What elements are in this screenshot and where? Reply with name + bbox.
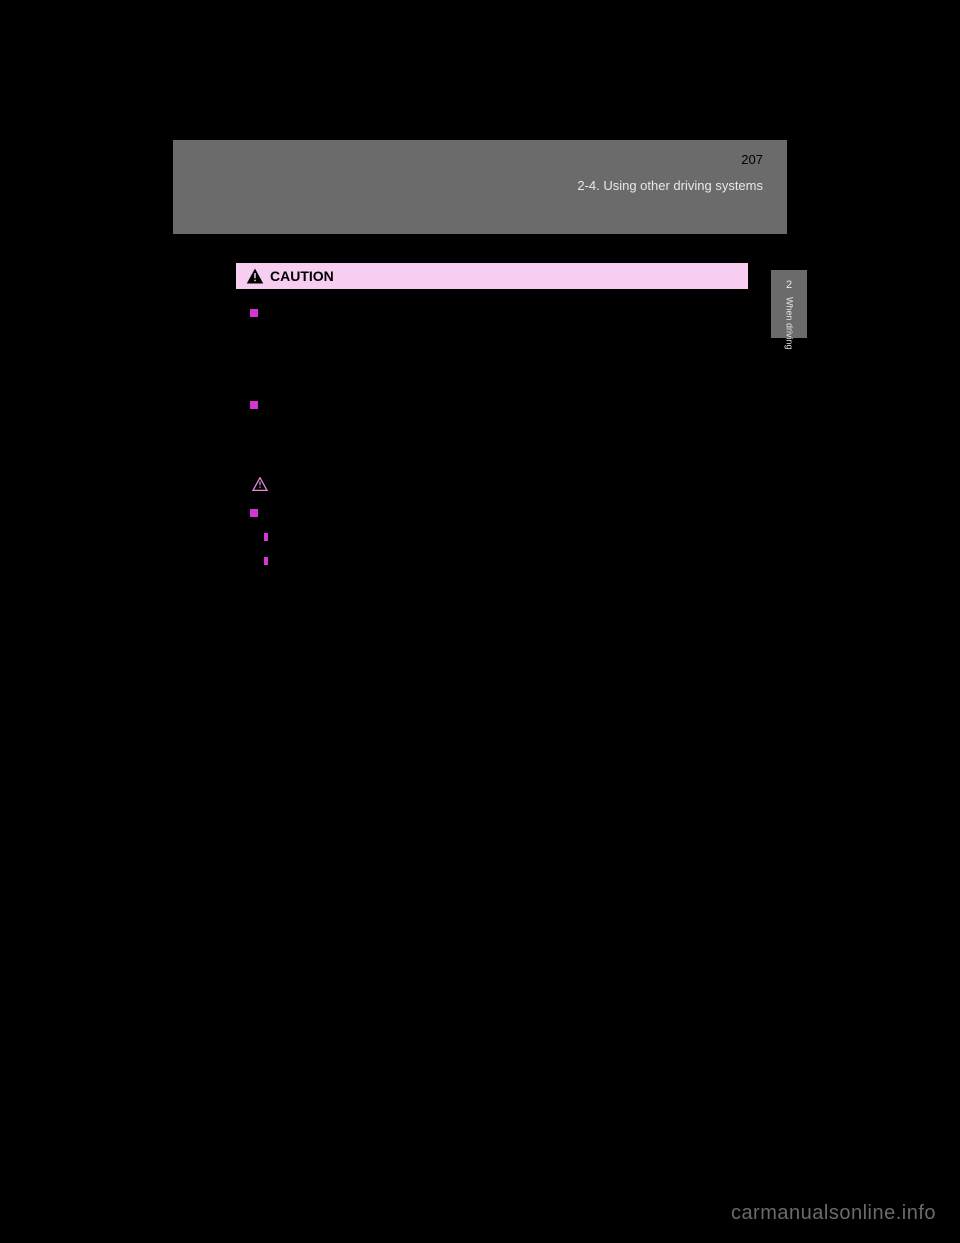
page-content: CAUTION If the vehicle becomes stuck or … (173, 234, 787, 596)
watermark-text: carmanualsonline.info (731, 1202, 936, 1225)
square-bullet-icon (250, 309, 258, 317)
notice-sub-item: The vehicle hydroplanes while driving at… (250, 552, 734, 571)
caution-paragraph: Do not spin the wheels recklessly when a… (250, 328, 734, 384)
caution-box: CAUTION If the vehicle becomes stuck or … (235, 262, 749, 596)
caution-body: If the vehicle becomes stuck or bogged (… (236, 289, 748, 595)
caution-paragraph: Using tires with any kind of problem or … (250, 420, 734, 457)
notice-heading-text: The ABS does not operate effectively whe… (264, 507, 510, 521)
page-number: 207 (741, 152, 763, 167)
caution-heading-text: If the vehicle becomes stuck or bogged (… (264, 307, 573, 321)
notice-section: NOTICE The ABS does not operate effectiv… (250, 475, 734, 571)
square-bullet-icon (250, 401, 258, 409)
notice-triangle-icon (252, 477, 268, 491)
caution-title: CAUTION (270, 268, 334, 284)
warning-triangle-icon (246, 267, 264, 285)
caution-block-heading: Handling of tires and suspension (250, 397, 734, 416)
section-title: 2-4. Using other driving systems (577, 178, 763, 193)
square-bullet-icon (250, 509, 258, 517)
caution-block-heading: If the vehicle becomes stuck or bogged (… (250, 305, 734, 324)
caution-heading-text: Handling of tires and suspension (264, 399, 453, 413)
caution-header: CAUTION (236, 263, 748, 289)
notice-title: NOTICE (277, 477, 326, 492)
notice-header-row: NOTICE (250, 475, 734, 495)
notice-sub-item: The limits of tire gripping performance … (250, 528, 734, 547)
notice-block-heading: The ABS does not operate effectively whe… (250, 505, 734, 524)
manual-page: 207 2-4. Using other driving systems 2 W… (173, 140, 787, 596)
page-header: 207 2-4. Using other driving systems 2 W… (173, 140, 787, 234)
